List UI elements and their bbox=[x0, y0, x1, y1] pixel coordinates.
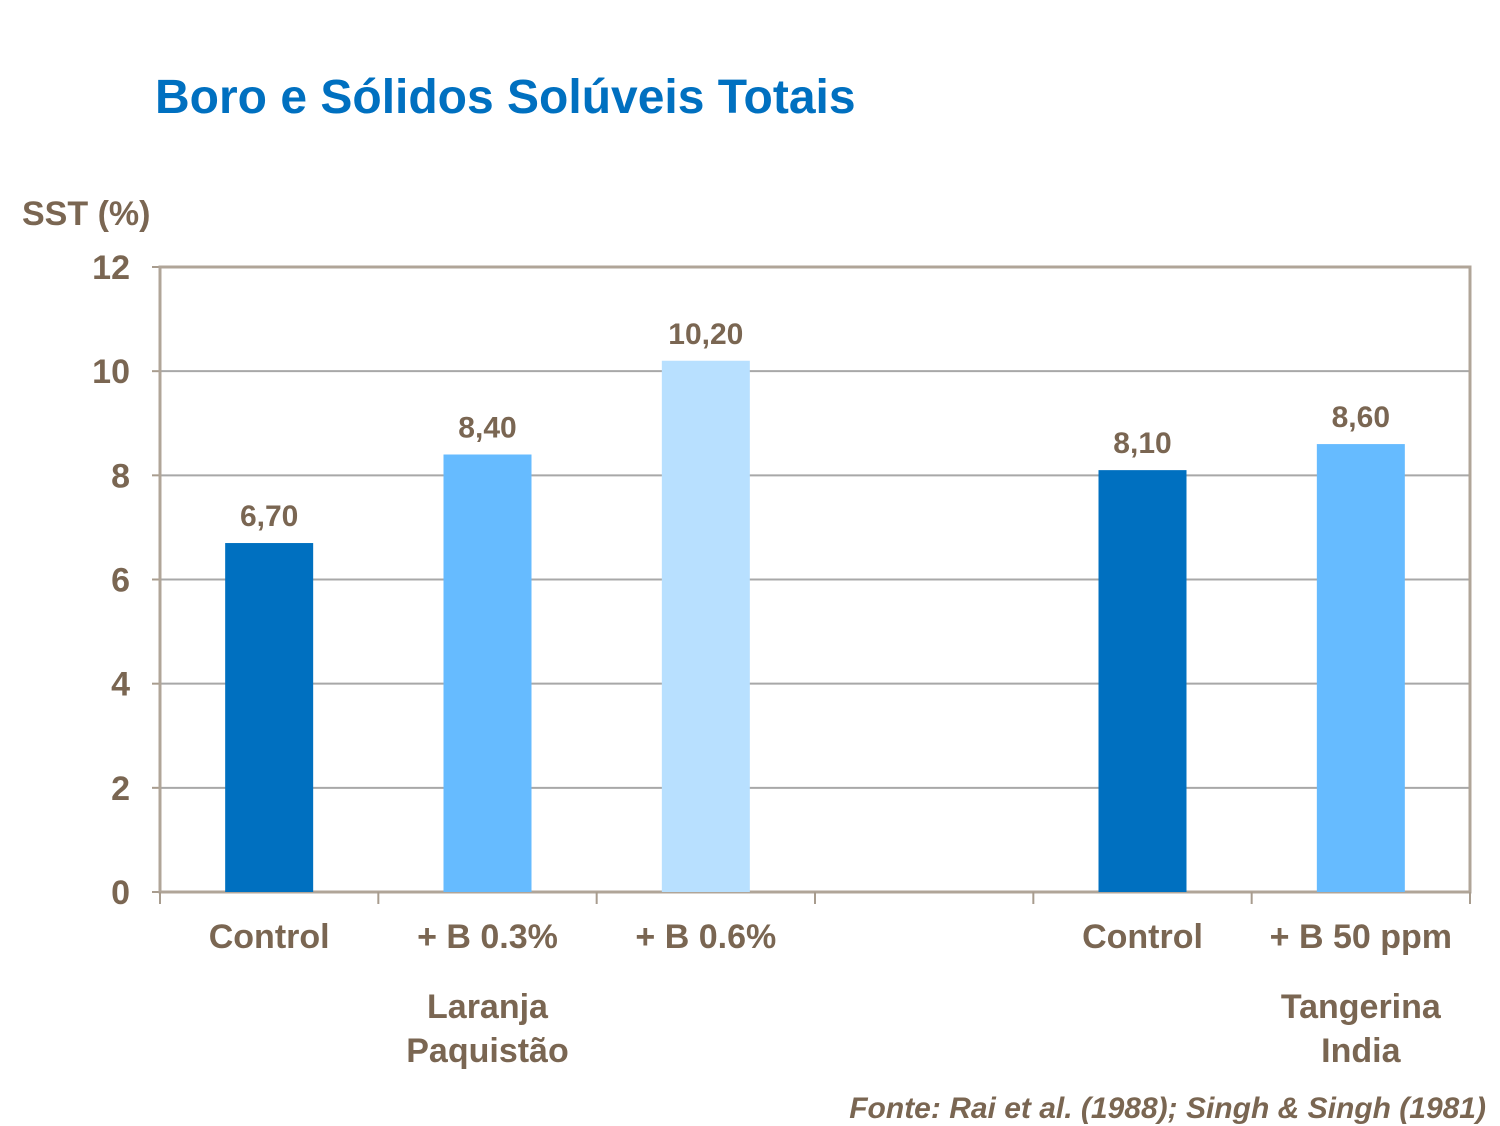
x-tick-label: + B 50 ppm bbox=[1270, 918, 1452, 956]
bar bbox=[1098, 470, 1187, 892]
data-label: 8,60 bbox=[1332, 401, 1390, 434]
x-tick-label: Control bbox=[209, 918, 330, 956]
bar bbox=[661, 360, 750, 892]
bar bbox=[443, 454, 532, 892]
x-tick-label: + B 0.6% bbox=[635, 918, 776, 956]
x-tick-label: + B 0.3% bbox=[417, 918, 558, 956]
y-tick-label: 2 bbox=[111, 770, 130, 808]
data-label: 6,70 bbox=[240, 500, 298, 533]
y-tick-label: 8 bbox=[111, 457, 130, 495]
chart-title: Boro e Sólidos Solúveis Totais bbox=[155, 71, 856, 124]
source-note: Fonte: Rai et al. (1988); Singh & Singh … bbox=[849, 1092, 1486, 1125]
bar bbox=[225, 543, 314, 892]
y-tick-label: 0 bbox=[111, 874, 130, 912]
y-tick-label: 6 bbox=[111, 562, 130, 600]
y-tick-label: 10 bbox=[92, 353, 130, 391]
y-tick-label: 4 bbox=[111, 666, 130, 704]
y-axis-label: SST (%) bbox=[22, 195, 151, 233]
group-label: India bbox=[1321, 1032, 1401, 1070]
bar bbox=[1316, 444, 1405, 892]
group-label: Laranja bbox=[427, 988, 549, 1026]
data-label: 8,40 bbox=[458, 412, 516, 445]
x-tick-label: Control bbox=[1082, 918, 1203, 956]
y-tick-label: 12 bbox=[92, 249, 130, 287]
data-label: 10,20 bbox=[668, 318, 743, 351]
group-label: Paquistão bbox=[406, 1032, 568, 1070]
group-label: Tangerina bbox=[1281, 988, 1442, 1026]
data-label: 8,10 bbox=[1113, 427, 1171, 460]
